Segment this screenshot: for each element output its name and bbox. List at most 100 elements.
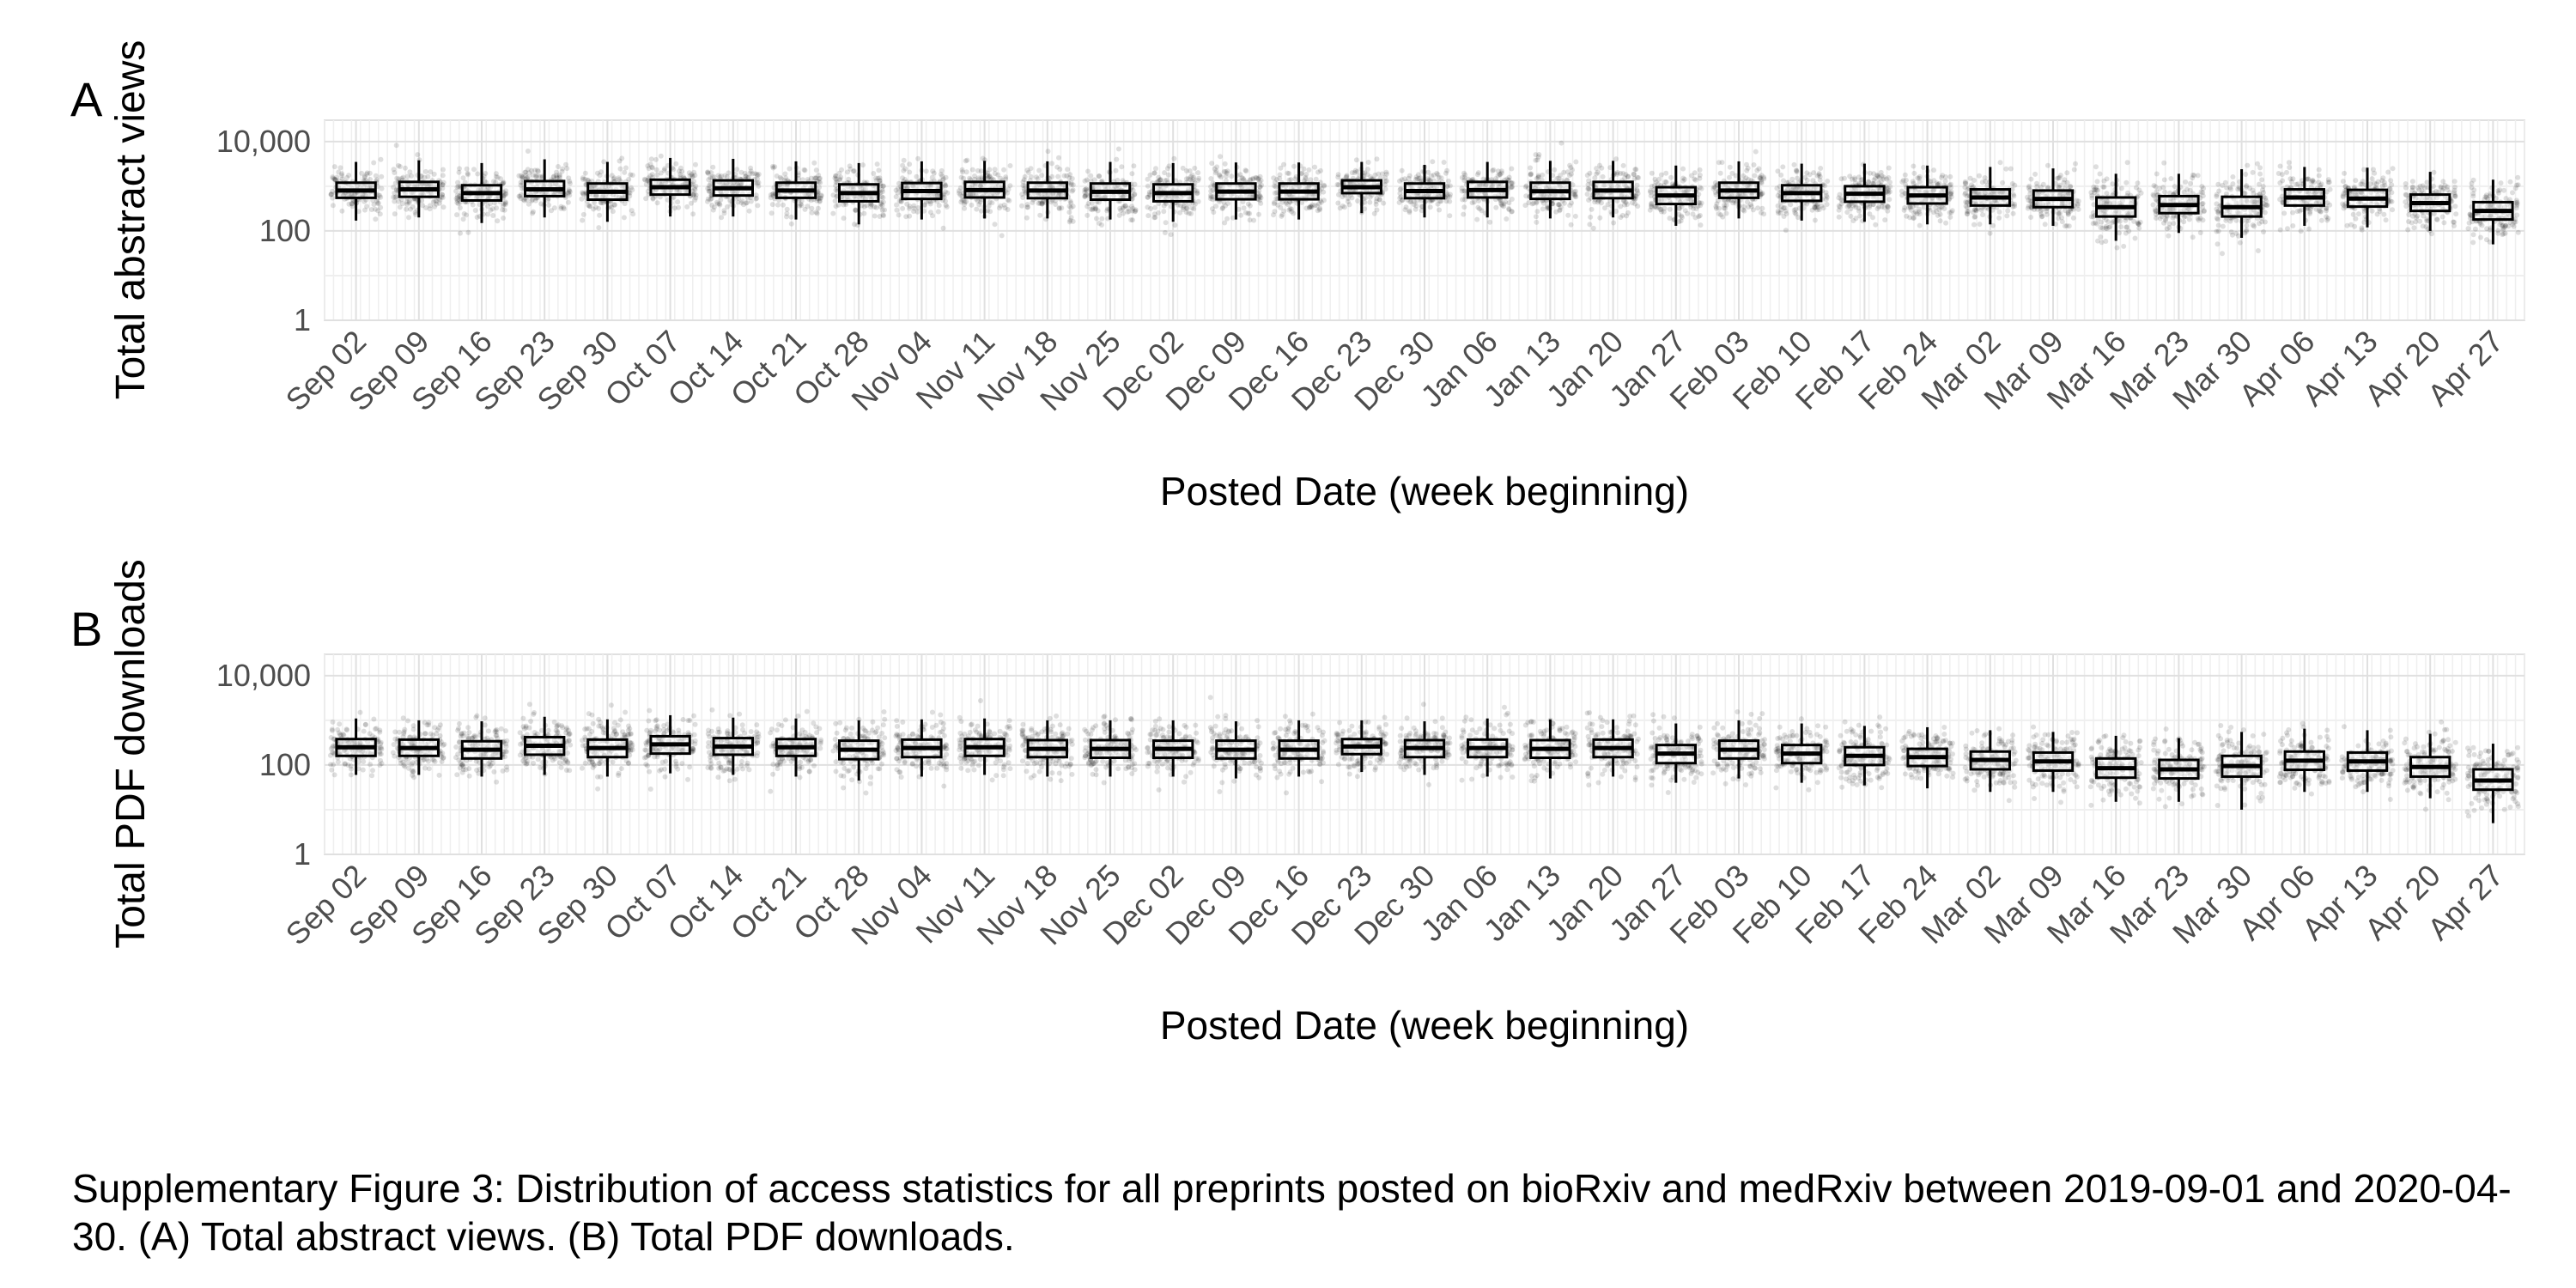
data-point: [788, 214, 794, 220]
data-point: [1509, 209, 1515, 215]
data-point: [769, 202, 775, 208]
data-point: [1459, 188, 1465, 194]
data-point: [1814, 207, 1820, 213]
data-point: [405, 182, 411, 188]
data-point: [377, 192, 383, 198]
data-point: [2121, 243, 2127, 249]
data-point: [967, 175, 973, 181]
data-point: [2367, 181, 2373, 187]
data-point: [1573, 188, 1578, 194]
data-point: [2286, 160, 2292, 166]
data-point: [1875, 179, 1881, 185]
data-point: [1509, 184, 1515, 190]
data-point: [1184, 206, 1190, 211]
data-point: [1844, 204, 1850, 210]
data-point: [915, 205, 921, 210]
data-point: [330, 174, 336, 180]
data-point: [2032, 171, 2038, 177]
data-point: [1030, 199, 1036, 205]
data-point: [2117, 218, 2123, 224]
data-point: [1697, 167, 1703, 173]
data-point: [915, 155, 921, 161]
data-point: [860, 162, 866, 168]
data-point: [1783, 208, 1789, 214]
data-point: [398, 197, 404, 203]
data-point: [370, 197, 376, 204]
data-point: [1597, 162, 1602, 168]
data-point: [2042, 222, 2048, 228]
data-point: [1447, 213, 1453, 219]
data-point: [1183, 176, 1189, 182]
data-point: [332, 177, 338, 183]
data-point: [1552, 167, 1558, 173]
data-point: [650, 196, 656, 202]
data-point: [2190, 234, 2196, 240]
data-point: [987, 199, 993, 205]
data-point: [2117, 230, 2122, 236]
data-point: [404, 202, 410, 207]
data-point: [1713, 205, 1719, 211]
data-point: [1856, 208, 1862, 214]
data-point: [565, 199, 571, 205]
data-point: [1697, 200, 1703, 206]
data-point: [726, 170, 732, 176]
data-point: [980, 155, 986, 161]
data-point: [434, 201, 440, 207]
data-point: [942, 189, 948, 195]
data-point: [2316, 167, 2322, 173]
data-point: [2311, 179, 2317, 185]
data-point: [2360, 181, 2365, 187]
data-point: [1213, 168, 1219, 174]
data-point: [1625, 210, 1631, 216]
data-point: [1399, 167, 1405, 173]
data-point: [1278, 165, 1284, 171]
data-point: [739, 198, 745, 204]
data-point: [2163, 217, 2168, 223]
data-point: [1719, 160, 1725, 166]
data-point: [580, 217, 586, 223]
data-point: [1635, 204, 1641, 210]
data-point: [1349, 195, 1355, 201]
data-point: [373, 206, 378, 212]
data-point: [368, 177, 374, 182]
data-point: [1367, 199, 1373, 205]
data-point: [1867, 204, 1873, 210]
data-point: [1066, 210, 1072, 216]
data-point: [853, 208, 859, 214]
data-point: [1848, 213, 1854, 219]
data-point: [2199, 184, 2205, 190]
data-point: [2277, 180, 2283, 185]
data-point: [1258, 178, 1264, 184]
data-point: [1152, 204, 1158, 210]
data-point: [753, 196, 759, 202]
data-point: [440, 182, 446, 188]
data-point: [523, 169, 529, 175]
data-point: [1964, 210, 1970, 216]
data-point: [2162, 189, 2168, 195]
data-point: [2105, 219, 2111, 225]
data-point: [1614, 171, 1620, 177]
data-point: [396, 162, 402, 168]
data-point: [1791, 161, 1797, 167]
data-point: [374, 198, 380, 204]
data-point: [1065, 167, 1071, 173]
data-point: [1980, 212, 1986, 218]
data-point: [334, 174, 340, 180]
data-point: [1132, 191, 1138, 197]
data-point: [440, 167, 446, 173]
data-point: [957, 185, 963, 191]
data-point: [1335, 200, 1341, 206]
data-point: [1755, 205, 1761, 211]
data-point: [1195, 198, 1201, 204]
data-point: [841, 216, 847, 222]
data-point: [2181, 214, 2187, 220]
data-point: [1648, 189, 1654, 195]
data-point: [817, 175, 823, 181]
data-point: [1865, 179, 1871, 185]
data-point: [802, 206, 808, 212]
data-point: [1242, 167, 1249, 173]
data-point: [567, 180, 573, 186]
data-point: [2260, 187, 2265, 193]
data-point: [2166, 233, 2172, 239]
data-point: [2154, 171, 2160, 177]
